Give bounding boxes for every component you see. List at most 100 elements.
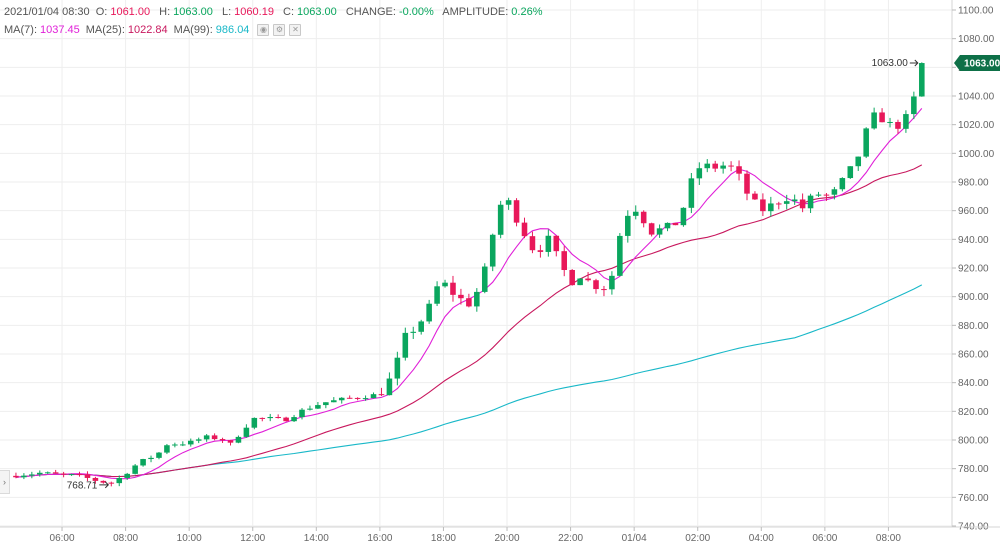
candle-body bbox=[418, 321, 424, 332]
candle-body bbox=[124, 473, 130, 478]
ohlc-line: 2021/01/04 08:30 O: 1061.00 H: 1063.00 L: 1… bbox=[4, 4, 548, 20]
candle-body bbox=[497, 204, 504, 235]
candle-body bbox=[148, 457, 154, 460]
candle-body bbox=[434, 286, 440, 304]
candle-body bbox=[474, 291, 480, 307]
candle-body bbox=[299, 409, 305, 418]
candle-body bbox=[442, 282, 448, 287]
candle-body bbox=[799, 199, 806, 209]
y-tick-label: 780.00 bbox=[958, 464, 989, 475]
candles bbox=[13, 62, 925, 487]
y-tick-label: 820.00 bbox=[958, 407, 989, 418]
last-price-arrow-icon bbox=[909, 59, 919, 67]
candle-body bbox=[823, 194, 830, 196]
last-price-tag: 1063.00 bbox=[954, 55, 1000, 72]
candle-body bbox=[625, 215, 631, 236]
candle-body bbox=[275, 416, 281, 418]
candle-body bbox=[815, 194, 822, 196]
candle-body bbox=[855, 156, 862, 167]
candle-body bbox=[664, 222, 671, 229]
price-tag-shape bbox=[954, 55, 1000, 72]
candle-body bbox=[410, 331, 417, 333]
candle-body bbox=[521, 222, 528, 237]
candle-body bbox=[696, 168, 703, 179]
candle-body bbox=[338, 397, 345, 401]
candle-body bbox=[44, 472, 51, 474]
ma25-line bbox=[15, 164, 923, 478]
candle-body bbox=[847, 166, 854, 179]
candle-body bbox=[585, 278, 591, 281]
y-tick-label: 1040.00 bbox=[958, 92, 995, 103]
candle-body bbox=[283, 417, 289, 422]
ma25-value: 1022.84 bbox=[127, 24, 168, 36]
candle-body bbox=[164, 445, 170, 453]
candle-body bbox=[513, 200, 520, 223]
candle-body bbox=[227, 440, 234, 443]
candle-body bbox=[203, 435, 210, 440]
candle-body bbox=[791, 199, 798, 202]
expand-panel-chevron-icon[interactable]: › bbox=[0, 470, 10, 494]
ma99-label: MA(99): bbox=[173, 24, 213, 36]
candle-body bbox=[370, 394, 377, 399]
ma-info-line: MA(7): 1037.45 MA(25): 1022.84 MA(99): 986.… bbox=[4, 22, 548, 38]
settings-icon[interactable]: ⚙ bbox=[273, 24, 286, 36]
x-tick-label: 20:00 bbox=[495, 533, 520, 544]
candle-body bbox=[505, 200, 512, 205]
change-value: -0.00% bbox=[398, 6, 434, 18]
y-tick-label: 860.00 bbox=[958, 350, 989, 361]
close-value: 1063.00 bbox=[297, 6, 337, 18]
x-tick-label: 08:00 bbox=[113, 533, 138, 544]
candle-body bbox=[251, 417, 258, 428]
high-value: 1063.00 bbox=[173, 6, 213, 18]
price-markers: 1063.00 1063.00 768.71 bbox=[67, 55, 1000, 491]
candle-body bbox=[680, 207, 687, 226]
x-tick-label: 06:00 bbox=[50, 533, 75, 544]
candle-body bbox=[60, 473, 67, 475]
candle-body bbox=[807, 195, 814, 209]
y-tick-label: 1000.00 bbox=[958, 149, 995, 160]
candle-body bbox=[632, 211, 639, 216]
candle-body bbox=[831, 189, 838, 195]
x-tick-label: 14:00 bbox=[304, 533, 329, 544]
y-tick-label: 960.00 bbox=[958, 206, 989, 217]
candle-body bbox=[728, 165, 734, 167]
candle-body bbox=[545, 235, 552, 252]
x-tick-label: 10:00 bbox=[177, 533, 202, 544]
y-tick-label: 840.00 bbox=[958, 378, 989, 389]
candle-body bbox=[21, 475, 27, 478]
grid-lines bbox=[0, 0, 952, 527]
ma25-label: MA(25): bbox=[85, 24, 125, 36]
y-tick-label: 980.00 bbox=[958, 178, 989, 189]
candle-body bbox=[29, 474, 35, 476]
y-tick-label: 1020.00 bbox=[958, 120, 995, 131]
close-icon[interactable]: ✕ bbox=[289, 24, 302, 36]
candle-body bbox=[783, 201, 790, 204]
candle-body bbox=[267, 416, 274, 419]
candle-body bbox=[132, 465, 138, 474]
candle-body bbox=[108, 482, 115, 484]
x-tick-label: 04:00 bbox=[749, 533, 774, 544]
ma7-series bbox=[15, 108, 923, 480]
eye-icon[interactable]: ◉ bbox=[257, 24, 270, 36]
candle-body bbox=[839, 178, 846, 190]
high-label: H: bbox=[159, 6, 171, 18]
candle-body bbox=[919, 63, 925, 97]
ma7-line bbox=[15, 108, 923, 480]
x-tick-label: 08:00 bbox=[876, 533, 901, 544]
candle-body bbox=[775, 203, 782, 205]
candle-body bbox=[187, 440, 194, 445]
candle-body bbox=[569, 269, 575, 286]
candle-body bbox=[656, 228, 663, 235]
x-axis: 06:00 08:00 10:00 12:00 14:00 16:00 18:00 20:00… bbox=[0, 526, 1000, 544]
open-value: 1061.00 bbox=[110, 6, 151, 18]
candle-body bbox=[879, 112, 885, 123]
last-price-marker-label: 1063.00 bbox=[872, 58, 909, 69]
open-label: O: bbox=[95, 6, 108, 18]
y-tick-label: 1100.00 bbox=[958, 6, 994, 17]
candle-body bbox=[704, 163, 711, 169]
y-axis: 740.00760.00780.00800.00820.00840.00860.… bbox=[951, 0, 995, 533]
amplitude-label: AMPLITUDE: bbox=[442, 6, 509, 18]
candle-body bbox=[553, 235, 560, 252]
